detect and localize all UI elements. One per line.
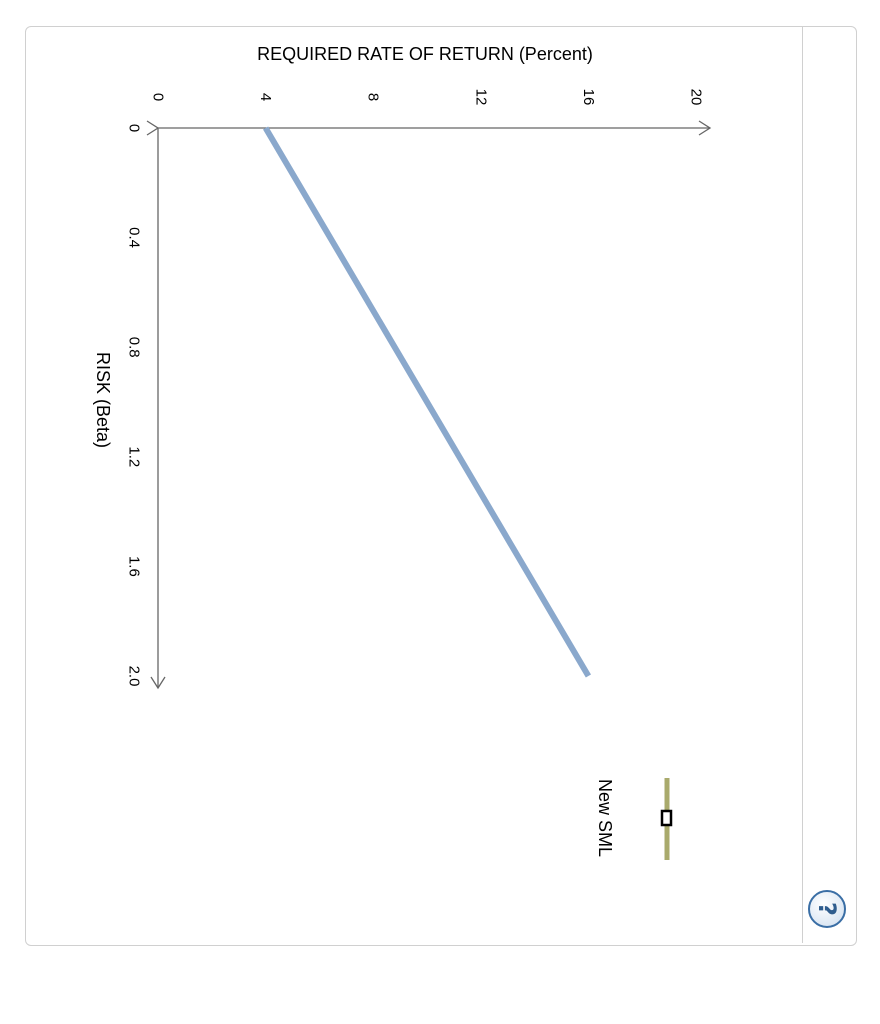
beta-tick-label: 0.8 — [126, 337, 143, 358]
beta-tick-label: 0 — [126, 124, 143, 132]
chart-card — [25, 26, 857, 946]
help-icon: ? — [813, 902, 841, 916]
beta-tick-label: 1.6 — [126, 556, 143, 577]
side-panel — [802, 27, 855, 943]
return-axis-title: REQUIRED RATE OF RETURN (Percent) — [257, 44, 593, 64]
beta-tick-label: 2.0 — [126, 666, 143, 687]
return-tick-label: 4 — [257, 93, 274, 101]
labels: 0 4 8 12 16 20 0 0.4 0.8 1.2 1.6 2.0 REQUIRED RATE O… — [93, 44, 705, 686]
return-tick-label: 0 — [150, 93, 167, 101]
beta-tick-label: 0.4 — [126, 227, 143, 248]
help-button[interactable]: ? — [808, 890, 846, 928]
sml-line — [263, 126, 591, 678]
series-group — [263, 126, 591, 678]
legend[interactable]: New SML — [595, 778, 673, 860]
return-tick-label: 12 — [472, 89, 489, 106]
axes — [146, 120, 712, 690]
beta-tick-label: 1.2 — [126, 446, 143, 467]
beta-axis-title: RISK (Beta) — [93, 352, 113, 448]
return-tick-label: 20 — [688, 89, 705, 106]
legend-marker — [660, 809, 673, 827]
return-tick-label: 16 — [580, 89, 597, 106]
return-tick-label: 8 — [365, 93, 382, 101]
legend-label: New SML — [595, 779, 615, 857]
